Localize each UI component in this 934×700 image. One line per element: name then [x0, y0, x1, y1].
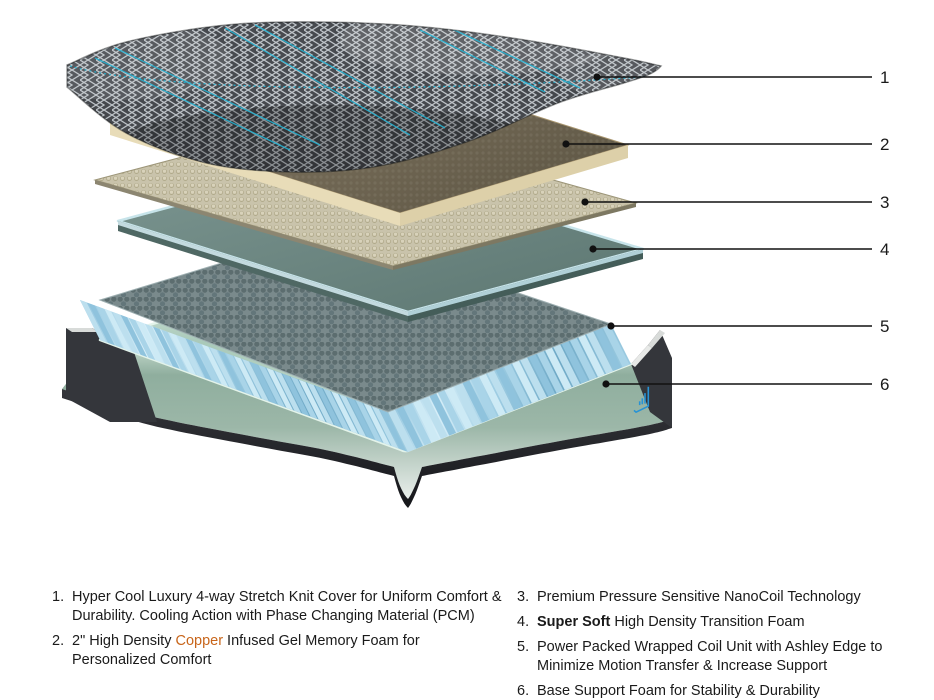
svg-text:5: 5 — [880, 317, 889, 336]
svg-text:6: 6 — [880, 375, 889, 394]
svg-text:1: 1 — [880, 68, 889, 87]
svg-text:2: 2 — [880, 135, 889, 154]
svg-text:4: 4 — [880, 240, 889, 259]
svg-text:3: 3 — [880, 193, 889, 212]
